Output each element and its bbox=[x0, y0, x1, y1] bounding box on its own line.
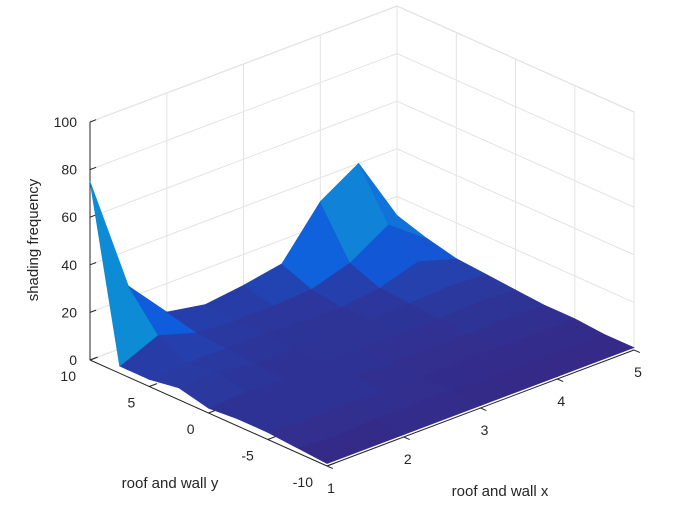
z-tick-mark bbox=[89, 309, 97, 313]
z-tick-mark bbox=[89, 357, 97, 361]
side-gridline-z bbox=[396, 53, 635, 161]
z-tick-mark bbox=[89, 214, 97, 218]
y-tick-label: 0 bbox=[187, 421, 195, 437]
z-tick-label: 0 bbox=[69, 352, 77, 368]
side-gridline-z bbox=[396, 148, 635, 256]
x-tick-mark bbox=[557, 378, 564, 383]
x-tick-label: 3 bbox=[481, 422, 489, 438]
z-tick-label: 60 bbox=[61, 209, 77, 225]
y-tick-mark bbox=[326, 462, 335, 467]
x-tick-mark bbox=[326, 465, 334, 470]
surface-layer bbox=[89, 162, 635, 464]
x-tick-label: 5 bbox=[634, 364, 642, 380]
y-tick-label: -5 bbox=[241, 448, 254, 464]
y-axis-label: roof and wall y bbox=[122, 475, 219, 492]
x-tick-mark bbox=[403, 436, 410, 441]
z-tick-mark bbox=[89, 119, 97, 123]
z-tick-label: 20 bbox=[61, 304, 77, 320]
x-tick-label: 1 bbox=[327, 480, 335, 496]
y-tick-label: -10 bbox=[293, 474, 313, 490]
surface-patch bbox=[358, 163, 427, 239]
side-gridline-z bbox=[396, 5, 635, 113]
side-gridline-z bbox=[396, 100, 635, 208]
back-gridline-z bbox=[89, 148, 398, 266]
x-tick-mark bbox=[480, 407, 487, 412]
back-gridline-z bbox=[89, 53, 398, 171]
x-axis-label: roof and wall x bbox=[452, 483, 549, 500]
z-tick-mark bbox=[89, 262, 97, 266]
x-tick-label: 4 bbox=[557, 393, 565, 409]
y-tick-mark bbox=[267, 436, 276, 440]
back-gridline-z bbox=[89, 100, 398, 218]
z-tick-label: 100 bbox=[54, 114, 78, 130]
x-tick-mark bbox=[633, 349, 641, 354]
x-tick-label: 2 bbox=[404, 451, 412, 467]
z-tick-mark bbox=[89, 166, 97, 171]
z-tick-label: 80 bbox=[61, 162, 77, 178]
y-tick-mark bbox=[149, 383, 158, 387]
side-gridline-z bbox=[396, 195, 635, 303]
z-axis-label: shading frequency bbox=[25, 178, 42, 301]
z-tick-label: 40 bbox=[61, 257, 77, 273]
y-tick-label: 5 bbox=[128, 395, 136, 411]
y-tick-label: 10 bbox=[60, 368, 76, 384]
back-gridline-z bbox=[89, 5, 398, 123]
surface-patch bbox=[89, 181, 159, 367]
